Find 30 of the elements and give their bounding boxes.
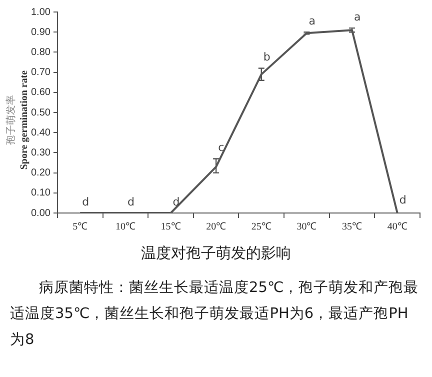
y-axis-title: 孢子萌发率 Spore germination rate: [5, 70, 30, 170]
x-tick-label: 25℃: [251, 222, 272, 233]
x-tick-label: 30℃: [296, 222, 317, 233]
x-tick-label: 15℃: [160, 222, 181, 233]
y-tick-label: 0.60: [30, 87, 51, 98]
y-tick-label: 0.10: [30, 188, 51, 199]
y-tick-label: 0.00: [30, 208, 51, 219]
y-tick-label: 0.30: [30, 147, 51, 158]
x-tick-label: 5℃: [72, 222, 88, 233]
text: 温度对孢子萌发的影响: [140, 244, 292, 263]
annotation: d: [399, 193, 406, 206]
annotation: b: [263, 50, 270, 64]
y-tick-label: 0.90: [30, 26, 51, 38]
y-tick-label: 0.80: [30, 46, 51, 58]
y-tick-label: 0.70: [30, 67, 51, 78]
annotation: d: [172, 195, 180, 208]
x-tick-label: 35℃: [342, 222, 362, 233]
y-tick-label: 0.20: [30, 168, 51, 179]
annotation: d: [127, 195, 134, 208]
y-tick-label: 0.50: [30, 107, 51, 118]
annotation: c: [218, 141, 224, 154]
annotation: a: [354, 10, 361, 24]
y-tick-label: 1.00: [30, 6, 51, 18]
annotation: d: [82, 195, 90, 208]
text: 病原菌特性：菌丝生长最适温度25℃，孢子萌发和产孢最适温度35℃，菌丝生长和孢子萌发最适PH为6，最适产孢PH为8: [10, 278, 420, 350]
x-tick-label: 10℃: [115, 222, 136, 233]
x-tick-label: 40℃: [387, 222, 408, 233]
annotation: a: [308, 14, 316, 28]
y-tick-label: 0.40: [30, 127, 51, 138]
x-tick-label: 20℃: [206, 222, 226, 233]
